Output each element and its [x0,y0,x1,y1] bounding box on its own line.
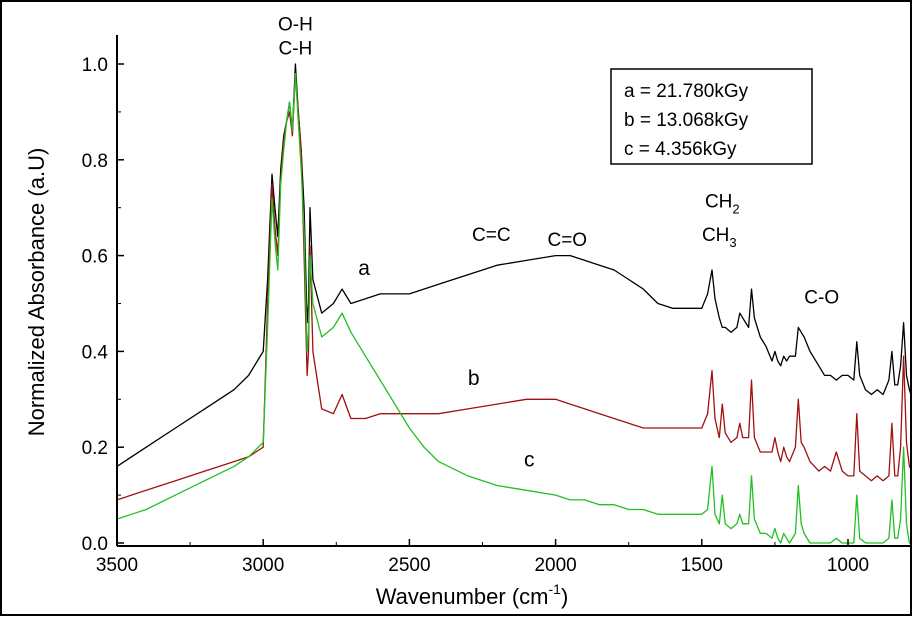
x-tick-label: 3000 [242,555,284,576]
annotation-ch2: CH2 [705,192,740,217]
annotation-label-c: c [524,448,535,471]
y-tick-label: 0.6 [82,247,108,268]
y-ticks: 0.0 0.2 0.4 0.6 0.8 1.0 [82,55,124,555]
y-tick-label: 1.0 [82,55,108,76]
annotations-layer: O-HC-H C=C C=O CH2 CH3 C-O a b c [278,15,839,472]
x-tick-label: 2000 [534,555,576,576]
x-tick-label: 2500 [388,555,430,576]
annotation-co-double: C=O [547,230,587,251]
x-ticks: 3500 3000 2500 2000 1500 1000 [96,539,869,576]
series-line-c [117,72,912,544]
x-axis-title-end: ) [561,584,568,609]
y-tick-label: 0.4 [82,342,109,363]
annotation-ch3: CH3 [702,225,737,250]
y-tick-label: 0.8 [82,151,108,172]
annotation-label-a: a [358,257,370,280]
annotation-oh: O-H [278,15,313,36]
x-tick-label: 3500 [96,555,138,576]
legend-box [610,68,813,165]
series-line-a [117,63,912,467]
legend-entry-c: c = 4.356kGy [624,139,737,160]
legend: a = 21.780kGy b = 13.068kGy c = 4.356kGy [610,68,813,165]
x-tick-label: 1500 [681,555,723,576]
series-layer [117,63,912,544]
legend-entry-a: a = 21.780kGy [624,81,749,102]
x-axis-title-sup: -1 [549,581,562,597]
x-axis-title: Wavenumber (cm-1) [376,581,569,609]
x-axis-title-main: Wavenumber (cm [376,584,549,609]
y-tick-label: 0.2 [82,438,108,459]
legend-entry-b: b = 13.068kGy [624,110,749,131]
y-tick-label: 0.0 [82,534,108,555]
y-axis-title: Normalized Absorbance (a.U) [24,148,49,437]
annotation-co-single: C-O [804,288,839,309]
annotation-label-b: b [468,367,480,390]
x-tick-label: 1000 [827,555,869,576]
annotation-cc: C=C [472,225,511,246]
annotation-ch: C-H [279,38,313,59]
